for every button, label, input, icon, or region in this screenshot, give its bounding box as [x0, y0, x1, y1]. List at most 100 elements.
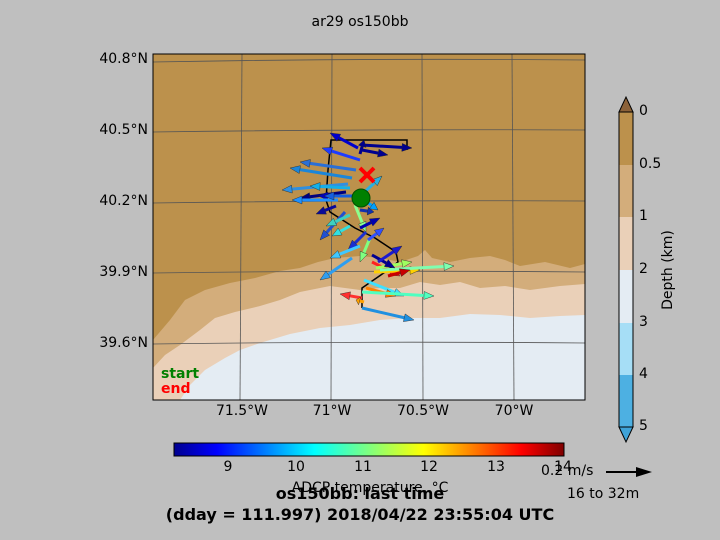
current-arrow-head [369, 201, 379, 211]
depth-colorbar-bottom [618, 426, 634, 444]
current-arrow-shaft [363, 278, 396, 294]
current-arrow-head [323, 191, 335, 201]
deep-ocean [180, 314, 585, 400]
depth-colorbar [618, 95, 634, 444]
current-arrow-shaft [359, 208, 368, 213]
current-arrow-head [325, 217, 338, 227]
depth-tick: 5 [639, 418, 648, 434]
current-arrow-shaft [387, 271, 401, 278]
current-arrow-head [329, 250, 342, 259]
temperature-colorbar-fill [173, 442, 565, 457]
current-arrow-head [374, 227, 385, 237]
lon-label: 71°W [312, 403, 352, 419]
current-arrow-head [289, 165, 301, 174]
lat-label: 40.2°N [99, 193, 148, 209]
sub-title: (dday = 111.997) 2018/04/22 23:55:04 UTC [165, 505, 555, 524]
lon-label: 70.5°W [396, 403, 449, 419]
current-arrow-shaft [309, 161, 357, 172]
current-arrow-shaft [327, 256, 353, 276]
current-arrow-shaft [354, 230, 368, 244]
current-arrow-shaft [361, 290, 425, 297]
current-arrow-head [401, 259, 413, 268]
current-arrow-head [281, 184, 293, 194]
depth-band [619, 270, 633, 323]
lat-label: 40.8°N [99, 51, 148, 67]
current-arrow-shaft [319, 185, 351, 190]
depth-colorbar-top [618, 95, 634, 113]
depth-band [619, 217, 633, 270]
current-arrow-shaft [359, 221, 372, 230]
current-arrow-head [368, 217, 381, 227]
current-arrow-shaft [338, 136, 359, 150]
depth-tick: 0 [639, 103, 648, 119]
current-arrow-shaft [361, 148, 379, 155]
current-arrow-head [331, 227, 343, 237]
depth-band [619, 112, 633, 165]
current-arrow-shaft [371, 253, 388, 265]
current-arrow-head [355, 296, 361, 306]
current-arrow-head [401, 143, 413, 152]
lon-label: 71.5°W [215, 403, 268, 419]
map-area [153, 54, 585, 400]
current-arrow-shaft [367, 232, 378, 242]
current-arrow-head [357, 139, 367, 148]
current-arrow-head [371, 175, 383, 187]
temp-tick: 14 [554, 459, 572, 475]
current-arrow-shaft [324, 204, 337, 212]
depth-tick: 4 [639, 366, 648, 382]
current-arrow-shaft [361, 306, 405, 320]
current-arrow-head [319, 229, 330, 241]
arrow-scale-label: 0.2 m/s [541, 463, 594, 479]
lat-label: 39.9°N [99, 264, 148, 280]
current-arrow-head [339, 291, 351, 301]
current-arrow-head [321, 146, 334, 156]
current-arrow-head [377, 148, 389, 158]
temperature-colorbar-label: ADCP temperature, °C [291, 480, 449, 496]
start-marker [351, 188, 371, 208]
main-title: os150bb: last time [275, 484, 445, 503]
lat-label: 40.5°N [99, 122, 148, 138]
temp-tick: 13 [487, 459, 505, 475]
current-arrow-shaft [339, 224, 351, 233]
depth-tick: 2 [639, 261, 648, 277]
start-label: start [161, 366, 200, 382]
current-arrow-shaft [353, 204, 364, 224]
depth-colorbar-title: Depth (km) [660, 230, 676, 310]
arrow-scale-key [606, 467, 652, 477]
current-arrow-head [399, 268, 411, 277]
current-arrow-head [443, 262, 455, 271]
temp-tick: 12 [420, 459, 438, 475]
current-arrow-head [319, 270, 331, 281]
depth-tick: 3 [639, 314, 648, 330]
depth-band [619, 375, 633, 427]
depth-tick: 0.5 [639, 156, 662, 172]
current-arrow-head [423, 291, 435, 300]
map-frame [152, 53, 586, 401]
current-arrow-shaft [377, 250, 395, 264]
current-arrow-shaft [358, 145, 364, 155]
current-arrow-shaft [361, 143, 403, 149]
depth-colorbar-frame [618, 111, 634, 428]
current-arrow-head [384, 259, 396, 269]
current-arrow-head [291, 195, 303, 205]
current-arrow-shaft [299, 168, 353, 180]
current-arrow-head [299, 159, 311, 168]
temp-tick: 10 [287, 459, 305, 475]
graticule [153, 54, 585, 400]
current-arrow-shaft [334, 213, 351, 224]
depth-range-label: 16 to 32m [567, 486, 640, 502]
current-arrow-head [359, 250, 368, 263]
end-marker [358, 166, 376, 184]
current-arrow-shaft [359, 299, 365, 304]
current-arrow-head [391, 245, 403, 256]
current-arrow-head [309, 182, 321, 191]
current-arrow-head [366, 206, 375, 216]
depth-tick: 1 [639, 208, 648, 224]
current-arrow-head [315, 206, 327, 215]
depth-band [619, 323, 633, 375]
current-arrow-shaft [331, 149, 361, 162]
temp-tick: 9 [223, 459, 233, 475]
plot-title: ar29 os150bb [311, 14, 409, 30]
current-arrow-head [329, 132, 342, 142]
